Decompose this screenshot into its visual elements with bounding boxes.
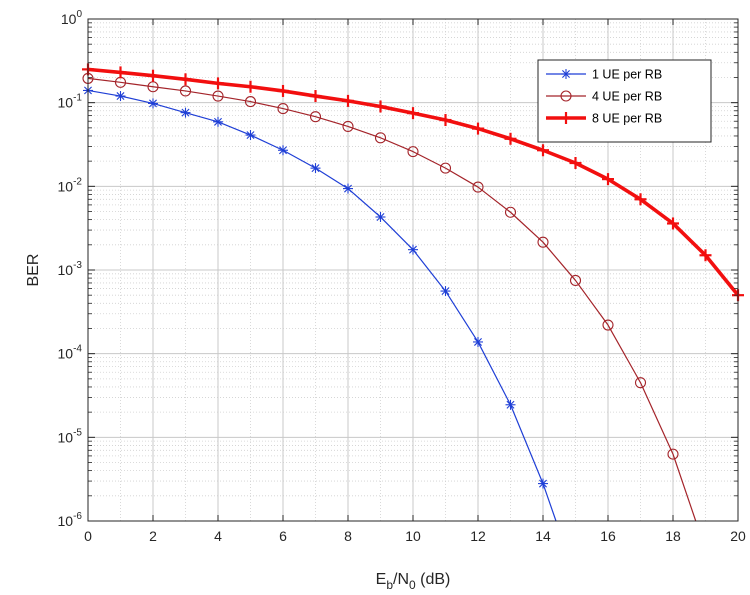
series-1-point <box>505 399 516 410</box>
series-3-point <box>114 66 127 79</box>
x-tick-label: 14 <box>535 528 551 544</box>
series-3-point <box>699 249 712 262</box>
series-2-point <box>602 319 614 331</box>
series-3-point <box>147 69 159 82</box>
series-3-point <box>342 94 354 107</box>
series-1-point <box>148 98 158 109</box>
y-tick-label: 10-1 <box>58 93 83 111</box>
y-tick-label: 10-6 <box>58 511 83 529</box>
series-3-point <box>374 100 387 113</box>
x-tick-label: 10 <box>405 528 421 544</box>
y-tick-label: 100 <box>61 9 83 27</box>
series-3-point <box>179 73 192 86</box>
series-2-point <box>147 81 159 93</box>
x-axis-label: Eb/N0 (dB) <box>376 571 451 592</box>
tick-marks <box>87 18 739 522</box>
series-line-1 <box>87 89 557 522</box>
x-tick-label: 18 <box>665 528 681 544</box>
y-tick-label: 10-5 <box>58 427 83 445</box>
series-1-point <box>343 183 353 194</box>
series-2-point <box>537 236 549 248</box>
series-2-point <box>472 181 484 193</box>
series-2-point <box>342 120 354 132</box>
series-1-point <box>310 163 321 174</box>
series-1-point <box>473 336 483 347</box>
series-2-point <box>277 103 289 115</box>
legend-label: 8 UE per RB <box>592 112 662 126</box>
series-2-point <box>667 448 679 460</box>
legend-item: 4 UE per RB <box>546 90 662 104</box>
series-3-point <box>569 157 582 170</box>
series-3-point <box>277 84 289 97</box>
series-3-point <box>602 173 614 186</box>
legend-label: 1 UE per RB <box>592 68 662 82</box>
y-axis-label: BER <box>25 254 42 287</box>
series-2-point <box>179 85 192 97</box>
series-2-point <box>439 162 452 174</box>
series-3-point <box>212 77 224 90</box>
series-3-point <box>244 80 257 93</box>
series-2-point <box>374 132 387 144</box>
y-tick-labels: 100 10-1 10-2 10-3 10-4 10-5 10-6 <box>58 9 83 529</box>
x-tick-label: 4 <box>214 528 222 544</box>
series-1-point <box>213 116 223 127</box>
legend: 1 UE per RB 4 UE per RB 8 UE per RB <box>537 59 712 143</box>
series-lines <box>82 63 744 522</box>
series-2-point <box>244 96 257 108</box>
legend-label: 4 UE per RB <box>592 90 662 104</box>
series-1-point <box>375 211 386 222</box>
series-1-point <box>245 130 256 141</box>
legend-marker <box>561 69 571 79</box>
series-3-point <box>472 122 484 135</box>
x-tick-labels: 0 2 4 6 8 10 12 14 16 18 20 <box>84 528 746 544</box>
series-1-point <box>408 244 418 255</box>
series-2-point <box>569 274 582 287</box>
x-tick-label: 12 <box>470 528 486 544</box>
y-tick-label: 10-4 <box>58 344 83 362</box>
legend-item: 8 UE per RB <box>546 112 662 126</box>
series-2-point <box>504 206 517 218</box>
series-3-point <box>407 107 419 120</box>
legend-marker <box>560 90 572 102</box>
y-tick-label: 10-2 <box>58 176 83 194</box>
series-1-point <box>440 286 451 297</box>
series-3-point <box>309 90 322 103</box>
x-tick-label: 0 <box>84 528 92 544</box>
x-tick-label: 2 <box>149 528 157 544</box>
series-2-point <box>407 146 419 158</box>
x-tick-label: 16 <box>600 528 616 544</box>
legend-item: 1 UE per RB <box>546 68 662 82</box>
series-2-point <box>212 90 224 102</box>
x-tick-label: 6 <box>279 528 287 544</box>
series-1-point <box>115 91 126 102</box>
series-1-point <box>278 145 288 156</box>
x-tick-label: 20 <box>730 528 746 544</box>
series-3-point <box>634 193 647 206</box>
series-2-point <box>309 111 322 123</box>
series-1-point <box>538 478 548 489</box>
series-3-point <box>667 217 679 230</box>
series-3-point <box>504 132 517 145</box>
series-2-point <box>634 377 647 389</box>
series-1-point <box>180 107 191 118</box>
x-tick-label: 8 <box>344 528 352 544</box>
legend-marker <box>560 112 572 124</box>
y-tick-label: 10-3 <box>58 260 83 278</box>
series-3-point <box>439 114 452 127</box>
series-3-point <box>537 144 549 157</box>
